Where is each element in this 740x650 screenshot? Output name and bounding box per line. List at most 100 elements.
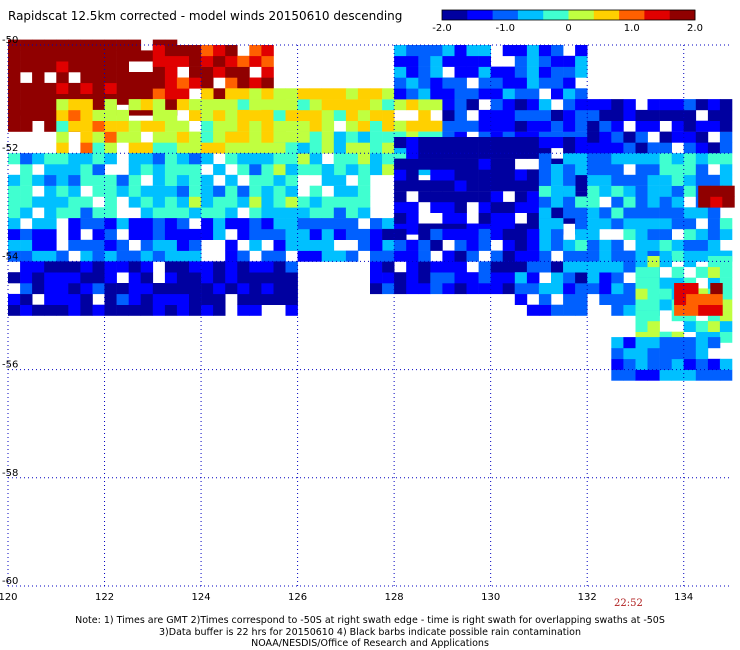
heatmap-cell — [491, 169, 503, 180]
heatmap-cell — [539, 251, 551, 262]
heatmap-cell — [165, 142, 177, 153]
heatmap-cell — [648, 288, 660, 299]
heatmap-cell — [286, 186, 298, 197]
heatmap-cell — [479, 88, 491, 99]
colorbar-tick-label: -1.0 — [495, 23, 515, 34]
heatmap-cell — [491, 180, 503, 191]
heatmap-cell — [467, 56, 479, 67]
heatmap-cell — [539, 137, 551, 148]
heatmap-cell — [599, 261, 611, 272]
heatmap-cell — [479, 272, 491, 283]
heatmap-cell — [491, 191, 503, 202]
heatmap-cell — [68, 50, 80, 61]
heatmap-cell — [467, 67, 479, 78]
heatmap-cell — [503, 229, 515, 240]
heatmap-cell — [611, 110, 623, 121]
heatmap-cell — [418, 191, 430, 202]
heatmap-cell — [298, 121, 310, 132]
heatmap-cell — [527, 251, 539, 262]
heatmap-cell — [298, 99, 310, 110]
heatmap-cell — [491, 99, 503, 110]
heatmap-cell — [105, 305, 117, 316]
heatmap-cell — [611, 164, 623, 175]
heatmap-cell — [153, 218, 165, 229]
heatmap-cell — [322, 175, 334, 186]
heatmap-cell — [660, 110, 672, 121]
heatmap-cell — [394, 137, 406, 148]
heatmap-cell — [720, 359, 732, 370]
heatmap-cell — [334, 110, 346, 121]
heatmap-cell — [708, 142, 720, 153]
heatmap-cell — [455, 180, 467, 191]
heatmap-cell — [225, 132, 237, 143]
heatmap-cell — [213, 99, 225, 110]
heatmap-cell — [213, 186, 225, 197]
heatmap-cell — [189, 67, 201, 78]
heatmap-cell — [201, 305, 213, 316]
heatmap-cell — [105, 261, 117, 272]
heatmap-cell — [503, 78, 515, 89]
heatmap-cell — [696, 229, 708, 240]
heatmap-cell — [587, 142, 599, 153]
heatmap-cell — [720, 142, 732, 153]
heatmap-cell — [225, 261, 237, 272]
heatmap-cell — [286, 294, 298, 305]
heatmap-cell — [708, 153, 720, 164]
heatmap-cell — [117, 40, 129, 51]
heatmap-cell — [105, 61, 117, 72]
heatmap-cell — [672, 110, 684, 121]
heatmap-cell — [32, 229, 44, 240]
heatmap-cell — [310, 153, 322, 164]
heatmap-cell — [105, 207, 117, 218]
heatmap-cell — [599, 294, 611, 305]
heatmap-cell — [698, 305, 710, 316]
heatmap-cell — [117, 110, 129, 121]
heatmap-cell — [479, 78, 491, 89]
heatmap-cell — [551, 45, 563, 56]
heatmap-cell — [56, 153, 68, 164]
heatmap-cell — [129, 153, 141, 164]
heatmap-cell — [660, 99, 672, 110]
heatmap-cell — [575, 283, 587, 294]
heatmap-cell — [165, 218, 177, 229]
heatmap-cell — [32, 61, 44, 72]
heatmap-cell — [491, 67, 503, 78]
heatmap-cell — [189, 251, 201, 262]
heatmap-cell — [189, 132, 201, 143]
heatmap-cell — [660, 207, 672, 218]
heatmap-cell — [503, 202, 515, 213]
heatmap-cell — [575, 110, 587, 121]
heatmap-cell — [56, 40, 68, 51]
heatmap-cell — [575, 121, 587, 132]
heatmap-cell — [80, 272, 92, 283]
heatmap-cell — [394, 191, 406, 202]
heatmap-cell — [539, 99, 551, 110]
colorbar-swatch — [543, 10, 569, 20]
heatmap-cell — [599, 283, 611, 294]
heatmap-cell — [636, 197, 648, 208]
heatmap-cell — [68, 83, 80, 94]
heatmap-cell — [623, 197, 635, 208]
heatmap-cell — [660, 288, 672, 299]
heatmap-cell — [648, 359, 660, 370]
heatmap-cell — [225, 272, 237, 283]
heatmap-cell — [68, 283, 80, 294]
heatmap-cell — [165, 207, 177, 218]
heatmap-cell — [298, 132, 310, 143]
heatmap-cell — [527, 272, 539, 283]
heatmap-cell — [539, 67, 551, 78]
heatmap-cell — [165, 175, 177, 186]
heatmap-cell — [539, 175, 551, 186]
heatmap-cell — [237, 132, 249, 143]
heatmap-cell — [491, 272, 503, 283]
heatmap-cell — [479, 191, 491, 202]
heatmap-cell — [165, 283, 177, 294]
heatmap-cell — [117, 305, 129, 316]
heatmap-cell — [587, 121, 599, 132]
heatmap-cell — [479, 213, 491, 224]
heatmap-cell — [44, 261, 56, 272]
heatmap-cell — [370, 229, 382, 240]
heatmap-cell — [684, 240, 696, 251]
heatmap-cell — [20, 121, 32, 132]
heatmap-cell — [322, 142, 334, 153]
